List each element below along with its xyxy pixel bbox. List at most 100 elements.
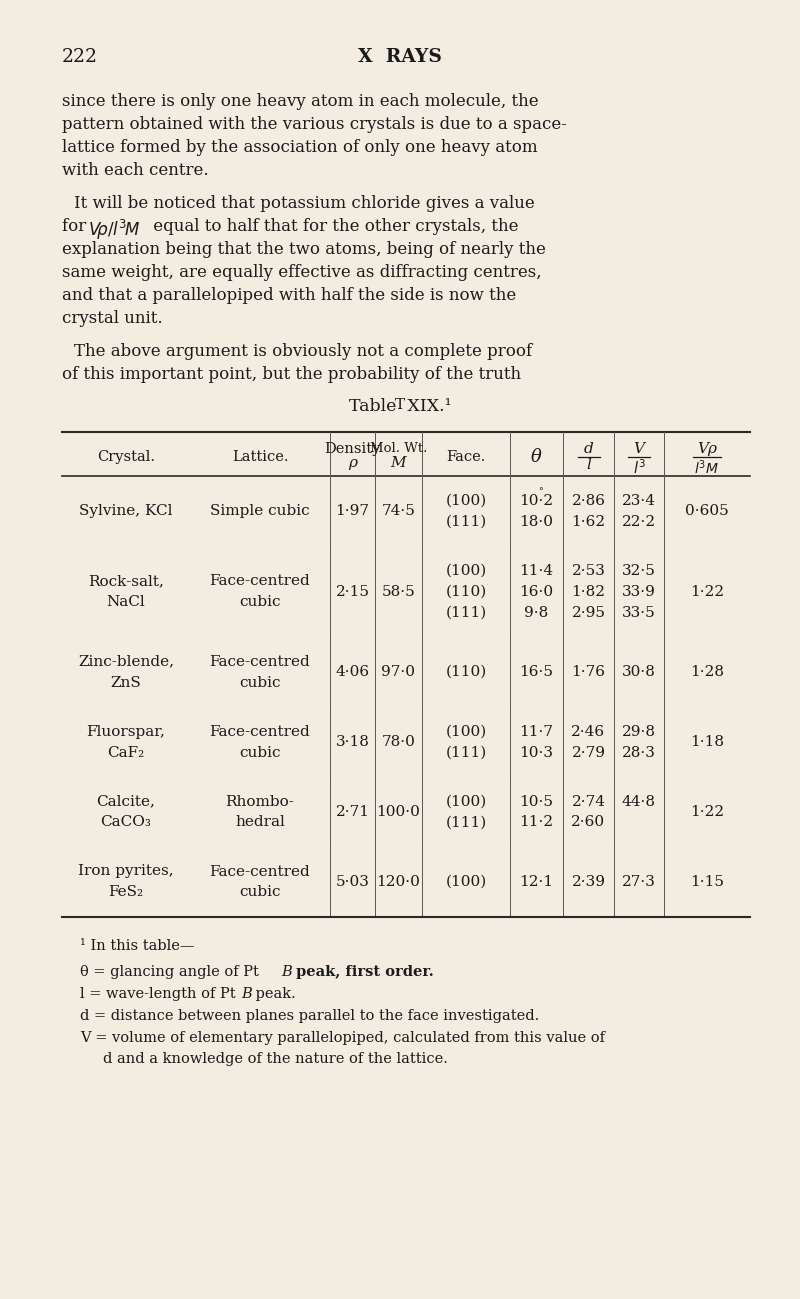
- Text: d: d: [584, 442, 594, 456]
- Text: Zinc-blende,: Zinc-blende,: [78, 655, 174, 669]
- Text: ρ: ρ: [348, 456, 357, 470]
- Text: 2·79: 2·79: [571, 746, 606, 760]
- Text: hedral: hedral: [235, 816, 285, 830]
- Text: crystal unit.: crystal unit.: [62, 310, 162, 327]
- Text: Vρ: Vρ: [697, 442, 717, 456]
- Text: B: B: [241, 987, 252, 1002]
- Text: 1·15: 1·15: [690, 876, 724, 889]
- Text: 11·7: 11·7: [519, 725, 554, 739]
- Text: equal to half that for the other crystals, the: equal to half that for the other crystal…: [148, 218, 518, 235]
- Text: d = distance between planes parallel to the face investigated.: d = distance between planes parallel to …: [80, 1009, 539, 1024]
- Text: peak.: peak.: [251, 987, 296, 1002]
- Text: 1·22: 1·22: [690, 805, 724, 818]
- Text: cubic: cubic: [239, 746, 281, 760]
- Text: CaF₂: CaF₂: [107, 746, 145, 760]
- Text: 1·62: 1·62: [571, 514, 606, 529]
- Text: 28·3: 28·3: [622, 746, 656, 760]
- Text: 1·82: 1·82: [571, 585, 606, 599]
- Text: 23·4: 23·4: [622, 494, 656, 508]
- Text: cubic: cubic: [239, 675, 281, 690]
- Text: Face-centred: Face-centred: [210, 865, 310, 878]
- Text: 12·1: 12·1: [519, 876, 554, 889]
- Text: 22·2: 22·2: [622, 514, 656, 529]
- Text: of this important point, but the probability of the truth: of this important point, but the probabi…: [62, 366, 521, 383]
- Text: B: B: [281, 965, 292, 979]
- Text: 16·5: 16·5: [519, 665, 554, 679]
- Text: (100): (100): [446, 494, 486, 508]
- Text: ZnS: ZnS: [110, 675, 142, 690]
- Text: 2·71: 2·71: [335, 805, 370, 818]
- Text: 30·8: 30·8: [622, 665, 656, 679]
- Text: Crystal.: Crystal.: [97, 449, 155, 464]
- Text: d and a knowledge of the nature of the lattice.: d and a knowledge of the nature of the l…: [103, 1052, 448, 1066]
- Text: 74·5: 74·5: [382, 504, 415, 518]
- Text: 29·8: 29·8: [622, 725, 656, 739]
- Text: (110): (110): [446, 585, 486, 599]
- Text: 2·46: 2·46: [571, 725, 606, 739]
- Text: Mol. Wt.: Mol. Wt.: [370, 442, 427, 455]
- Text: (100): (100): [446, 725, 486, 739]
- Text: 2·74: 2·74: [571, 795, 606, 808]
- Text: Face-centred: Face-centred: [210, 655, 310, 669]
- Text: $l^3$: $l^3$: [633, 459, 646, 477]
- Text: Table  XIX.¹: Table XIX.¹: [349, 397, 451, 414]
- Text: 11·4: 11·4: [519, 564, 554, 578]
- Text: (111): (111): [446, 514, 486, 529]
- Text: 120·0: 120·0: [377, 876, 421, 889]
- Text: (111): (111): [446, 816, 486, 830]
- Text: FeS₂: FeS₂: [109, 886, 143, 899]
- Text: (110): (110): [446, 665, 486, 679]
- Text: 0·605: 0·605: [685, 504, 729, 518]
- Text: 78·0: 78·0: [382, 735, 415, 750]
- Text: 100·0: 100·0: [377, 805, 421, 818]
- Text: The above argument is obviously not a complete proof: The above argument is obviously not a co…: [74, 343, 532, 360]
- Text: °: °: [538, 487, 543, 496]
- Text: Density: Density: [324, 442, 381, 456]
- Text: l = wave-length of Pt: l = wave-length of Pt: [80, 987, 240, 1002]
- Text: Iron pyrites,: Iron pyrites,: [78, 865, 174, 878]
- Text: peak, first order.: peak, first order.: [291, 965, 434, 979]
- Text: 2·86: 2·86: [571, 494, 606, 508]
- Text: for: for: [62, 218, 91, 235]
- Text: 2·15: 2·15: [335, 585, 370, 599]
- Text: It will be noticed that potassium chloride gives a value: It will be noticed that potassium chlori…: [74, 195, 534, 212]
- Text: Rock-salt,: Rock-salt,: [88, 574, 164, 588]
- Text: NaCl: NaCl: [106, 595, 146, 609]
- Text: and that a parallelopiped with half the side is now the: and that a parallelopiped with half the …: [62, 287, 516, 304]
- Text: V: V: [634, 442, 645, 456]
- Text: 16·0: 16·0: [519, 585, 554, 599]
- Text: (100): (100): [446, 564, 486, 578]
- Text: M: M: [390, 456, 406, 470]
- Text: θ: θ: [531, 448, 542, 466]
- Text: 5·03: 5·03: [335, 876, 370, 889]
- Text: 1·97: 1·97: [335, 504, 370, 518]
- Text: 3·18: 3·18: [335, 735, 370, 750]
- Text: 4·06: 4·06: [335, 665, 370, 679]
- Text: 32·5: 32·5: [622, 564, 656, 578]
- Text: lattice formed by the association of only one heavy atom: lattice formed by the association of onl…: [62, 139, 538, 156]
- Text: 1·76: 1·76: [571, 665, 606, 679]
- Text: 27·3: 27·3: [622, 876, 656, 889]
- Text: Rhombo-: Rhombo-: [226, 795, 294, 808]
- Text: V = volume of elementary parallelopiped, calculated from this value of: V = volume of elementary parallelopiped,…: [80, 1031, 605, 1044]
- Text: X  RAYS: X RAYS: [358, 48, 442, 66]
- Text: explanation being that the two atoms, being of nearly the: explanation being that the two atoms, be…: [62, 242, 546, 259]
- Text: 2·60: 2·60: [571, 816, 606, 830]
- Text: same weight, are equally effective as diffracting centres,: same weight, are equally effective as di…: [62, 264, 542, 281]
- Text: l: l: [586, 459, 591, 472]
- Text: 33·9: 33·9: [622, 585, 656, 599]
- Text: 10·5: 10·5: [519, 795, 554, 808]
- Text: 2·39: 2·39: [571, 876, 606, 889]
- Text: 33·5: 33·5: [622, 605, 656, 620]
- Text: pattern obtained with the various crystals is due to a space-: pattern obtained with the various crysta…: [62, 116, 567, 132]
- Text: cubic: cubic: [239, 886, 281, 899]
- Text: cubic: cubic: [239, 595, 281, 609]
- Text: $V\!\rho/l^3\!M$: $V\!\rho/l^3\!M$: [88, 218, 140, 242]
- Text: (100): (100): [446, 795, 486, 808]
- Text: 44·8: 44·8: [622, 795, 656, 808]
- Text: ¹ In this table—: ¹ In this table—: [80, 939, 194, 953]
- Text: 2·53: 2·53: [571, 564, 606, 578]
- Text: $l^3M$: $l^3M$: [694, 459, 719, 477]
- Text: 1·18: 1·18: [690, 735, 724, 750]
- Text: 10·3: 10·3: [519, 746, 554, 760]
